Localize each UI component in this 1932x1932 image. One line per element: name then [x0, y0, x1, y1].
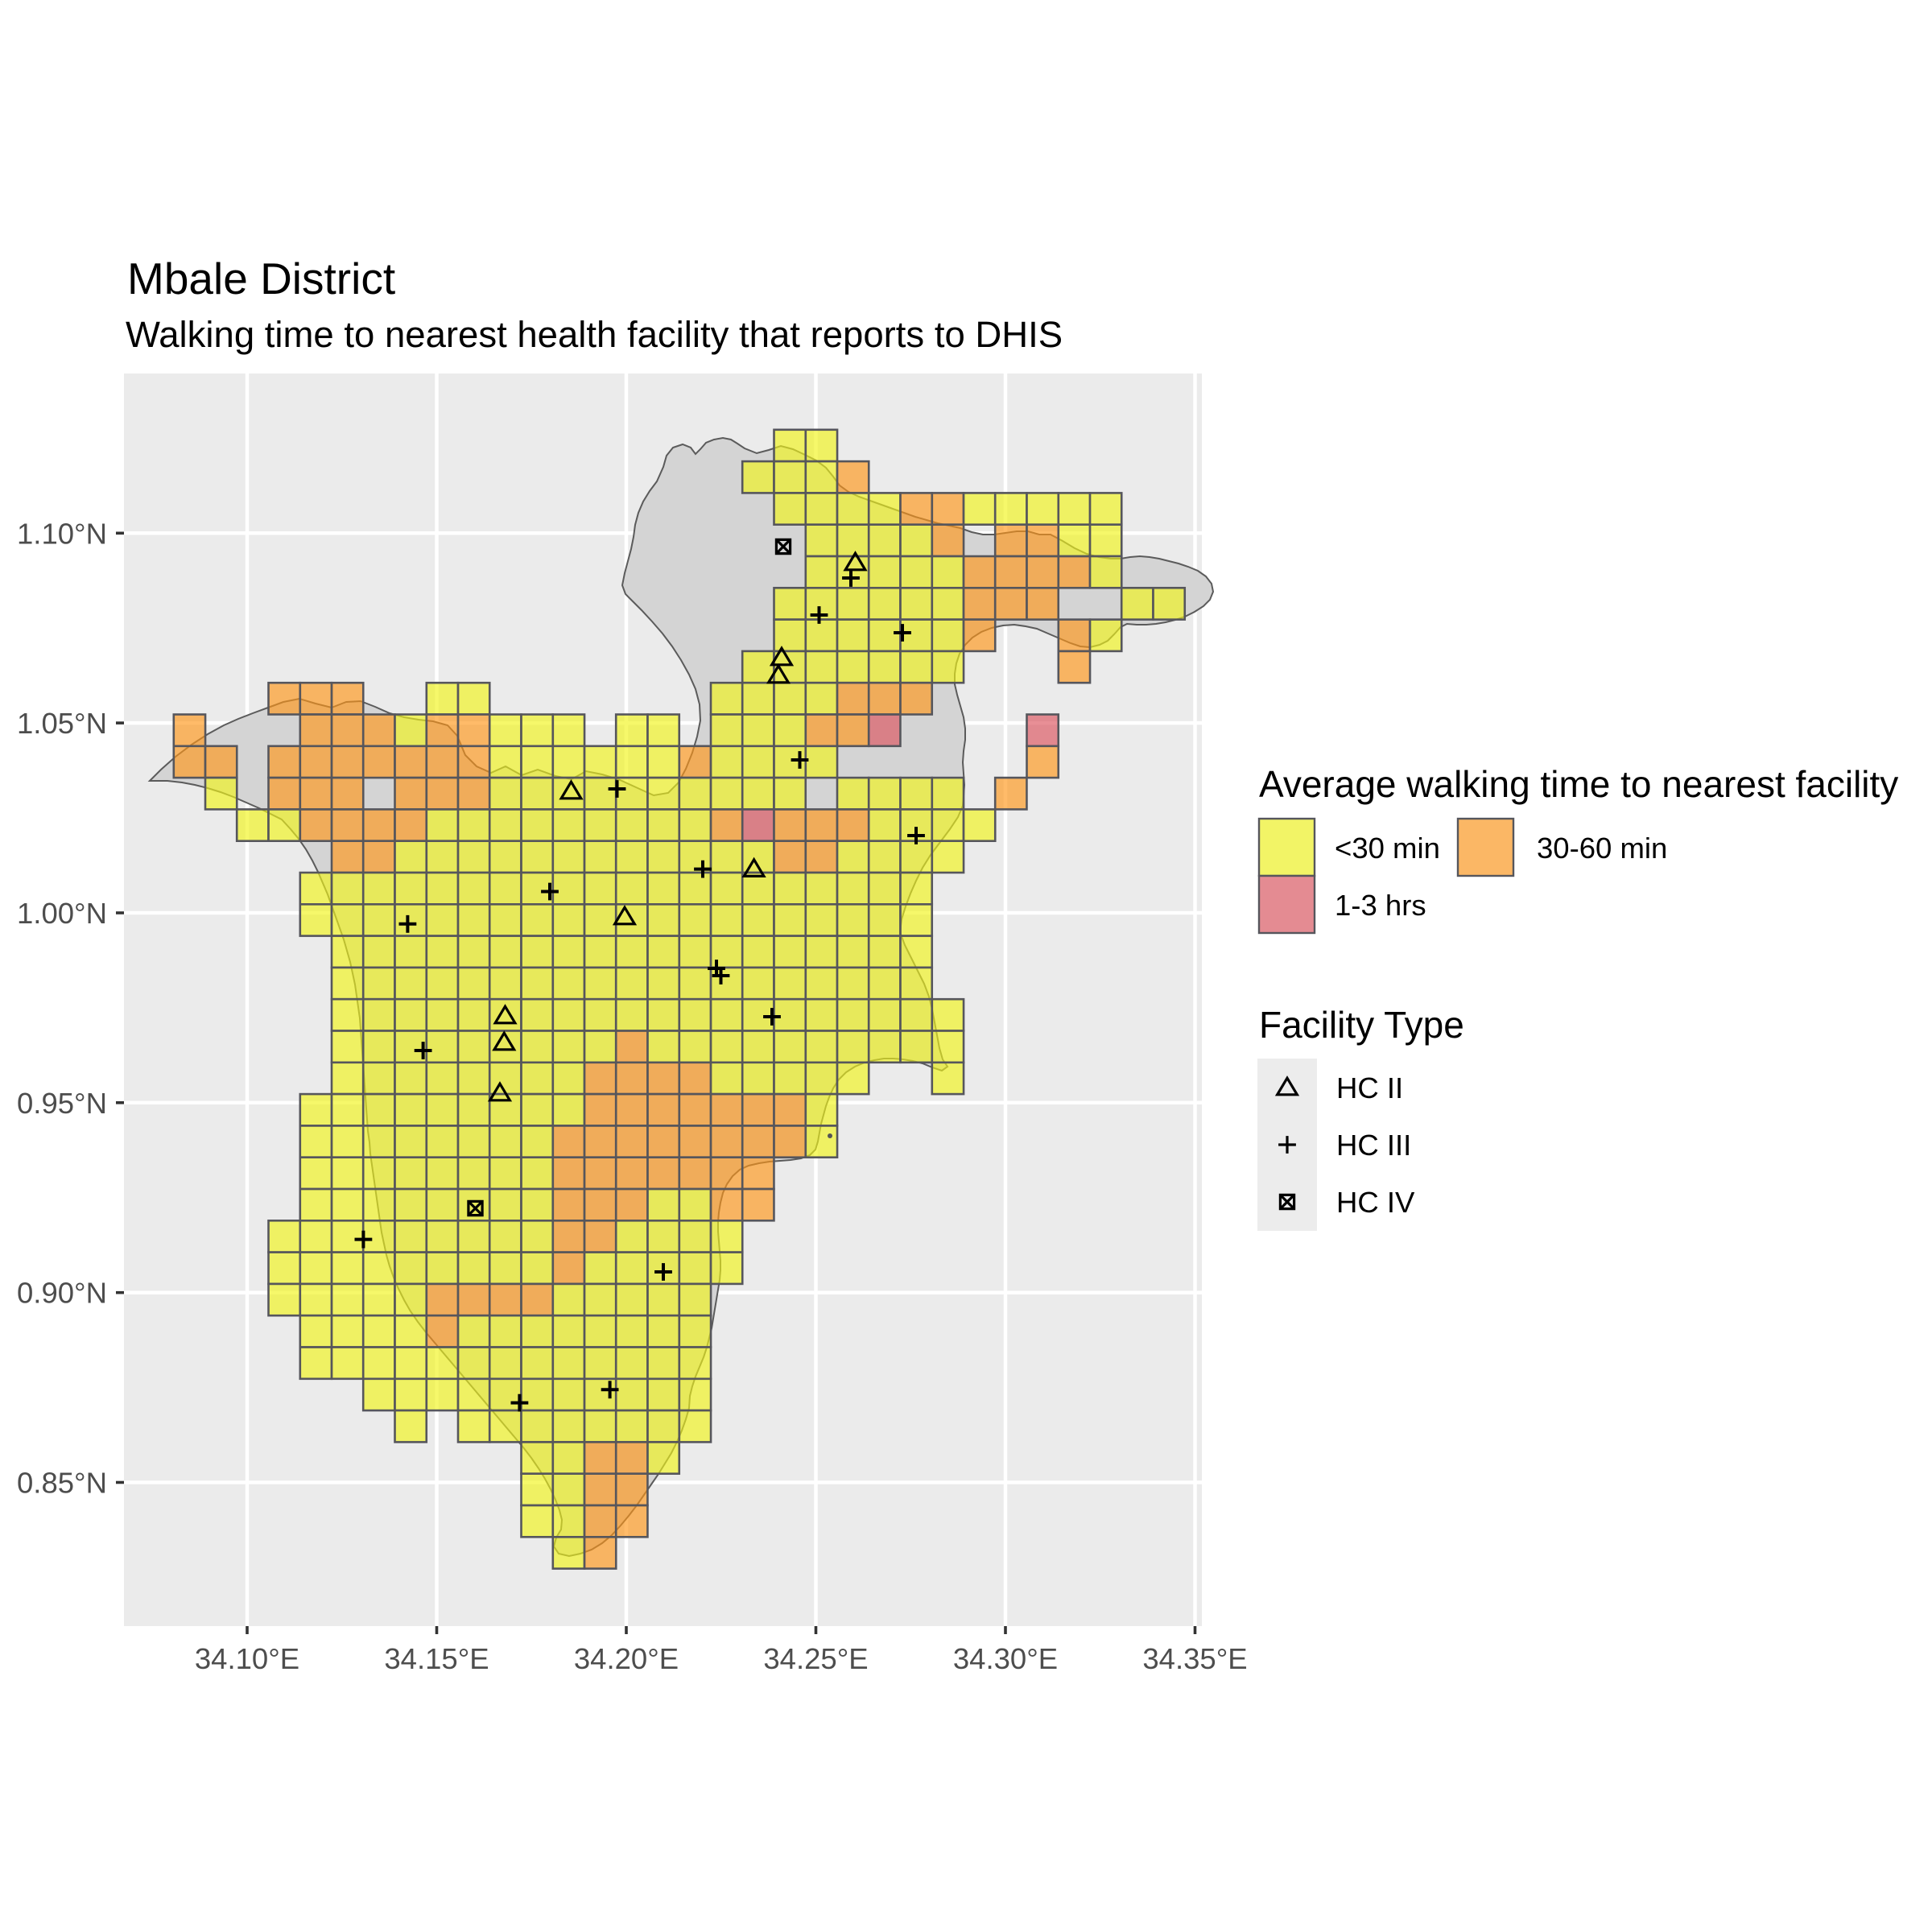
svg-text:34.15°E: 34.15°E [384, 1642, 489, 1675]
svg-text:34.30°E: 34.30°E [953, 1642, 1058, 1675]
svg-text:HC III: HC III [1336, 1129, 1411, 1162]
svg-text:34.20°E: 34.20°E [574, 1642, 679, 1675]
svg-text:0.95°N: 0.95°N [17, 1087, 107, 1120]
svg-text:Facility Type: Facility Type [1259, 1004, 1464, 1046]
svg-text:34.10°E: 34.10°E [195, 1642, 299, 1675]
svg-text:0.85°N: 0.85°N [17, 1467, 107, 1500]
svg-text:Mbale District: Mbale District [127, 254, 395, 303]
svg-text:1.00°N: 1.00°N [17, 897, 107, 930]
svg-text:1.10°N: 1.10°N [17, 517, 107, 550]
svg-text:30-60 min: 30-60 min [1537, 832, 1667, 865]
svg-text:Walking time to nearest health: Walking time to nearest health facility … [126, 314, 1063, 355]
svg-text:1-3 hrs: 1-3 hrs [1335, 889, 1426, 922]
svg-text:Average walking time to neares: Average walking time to nearest facility [1259, 763, 1898, 805]
svg-text:34.25°E: 34.25°E [763, 1642, 868, 1675]
svg-text:<30 min: <30 min [1335, 832, 1440, 865]
svg-text:HC IV: HC IV [1336, 1186, 1415, 1219]
svg-text:1.05°N: 1.05°N [17, 707, 107, 740]
svg-text:34.35°E: 34.35°E [1142, 1642, 1247, 1675]
svg-text:0.90°N: 0.90°N [17, 1277, 107, 1310]
svg-text:HC II: HC II [1336, 1071, 1403, 1104]
